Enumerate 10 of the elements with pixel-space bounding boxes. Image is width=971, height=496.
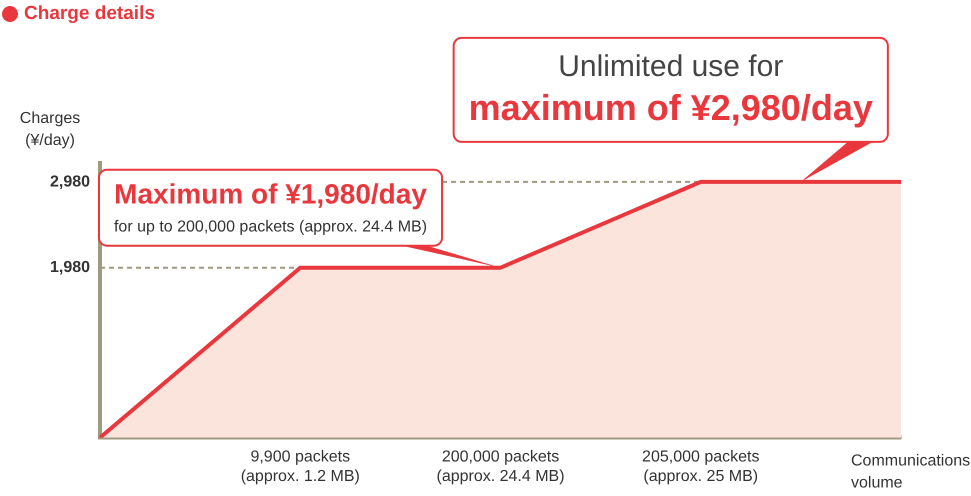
y-tick-label: 2,980: [50, 173, 90, 190]
chart-title: Charge details: [24, 3, 155, 25]
x-tick-label: 205,000 packets (approx. 25 MB): [642, 448, 760, 485]
x-axis-title: Communications volume: [851, 452, 970, 492]
annotation: Maximum of ¥1,980/day for up to 200,000 packets (approx. 24.4 MB): [114, 178, 428, 236]
annotation: Unlimited use for maximum of ¥2,980/day: [468, 50, 873, 128]
y-axis-title: Charges (¥/day): [20, 110, 80, 149]
x-tick-label: 9,900 packets (approx. 1.2 MB): [240, 448, 360, 485]
y-tick-label: 1,980: [50, 259, 90, 276]
x-tick-label: 200,000 packets (approx. 24.4 MB): [436, 448, 565, 485]
